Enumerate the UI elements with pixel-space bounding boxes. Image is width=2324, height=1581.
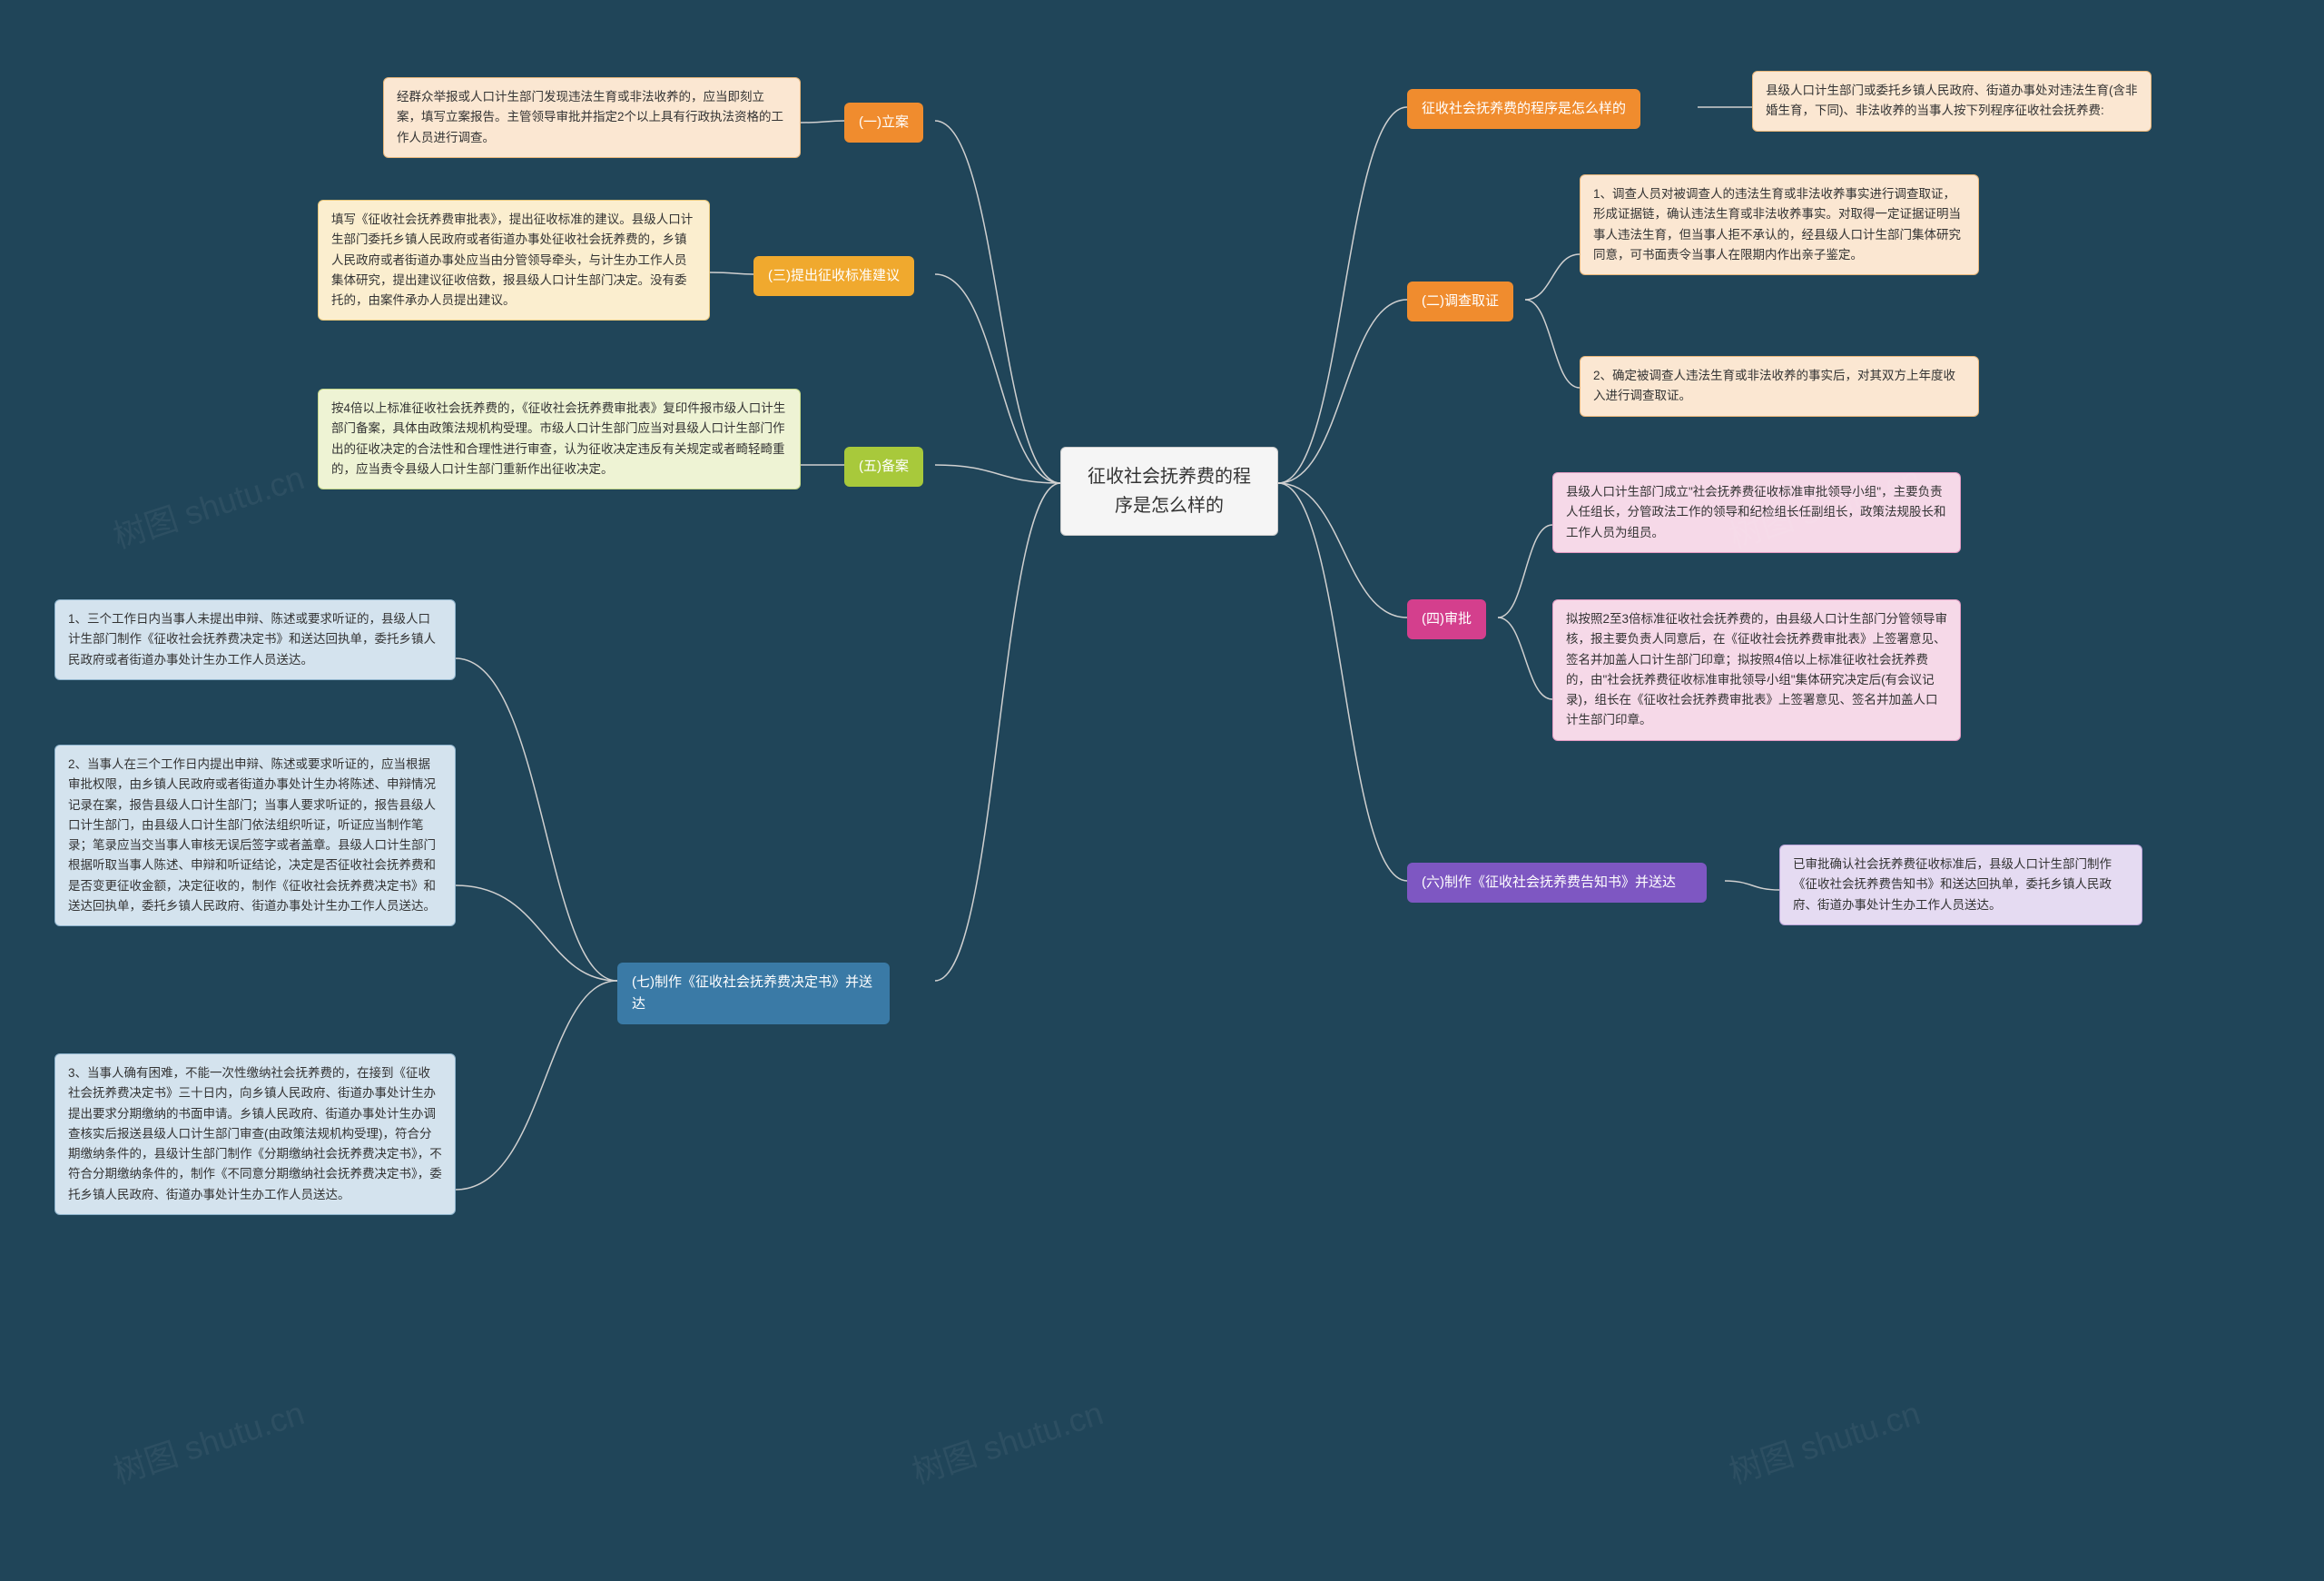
leaf-6-0: 已审批确认社会抚养费征收标准后，县级人口计生部门制作《征收社会抚养费告知书》和送… [1779,845,2142,925]
branch-1[interactable]: (一)立案 [844,103,923,143]
branch-6[interactable]: (六)制作《征收社会抚养费告知书》并送达 [1407,863,1707,903]
branch-5[interactable]: (五)备案 [844,447,923,487]
branch-header[interactable]: 征收社会抚养费的程序是怎么样的 [1407,89,1640,129]
watermark: 树图 shutu.cn [905,1388,1108,1494]
watermark: 树图 shutu.cn [106,1388,309,1494]
branch-label: (七)制作《征收社会抚养费决定书》并送达 [632,974,872,1012]
watermark: 树图 shutu.cn [106,452,309,558]
root-label: 征收社会抚养费的程序是怎么样的 [1088,467,1251,516]
branch-label: 征收社会抚养费的程序是怎么样的 [1422,101,1626,116]
branch-7[interactable]: (七)制作《征收社会抚养费决定书》并送达 [617,963,890,1024]
branch-label: (三)提出征收标准建议 [768,268,900,283]
branch-label: (五)备案 [859,459,909,474]
leaf-7-2: 3、当事人确有困难，不能一次性缴纳社会抚养费的，在接到《征收社会抚养费决定书》三… [54,1053,456,1215]
leaf-7-0: 1、三个工作日内当事人未提出申辩、陈述或要求听证的，县级人口计生部门制作《征收社… [54,599,456,680]
branch-label: (一)立案 [859,114,909,130]
leaf-5-0: 按4倍以上标准征收社会抚养费的，《征收社会抚养费审批表》复印件报市级人口计生部门… [318,389,801,489]
leaf-7-1: 2、当事人在三个工作日内提出申辩、陈述或要求听证的，应当根据审批权限，由乡镇人民… [54,745,456,926]
branch-4[interactable]: (四)审批 [1407,599,1486,639]
leaf-1-0: 经群众举报或人口计生部门发现违法生育或非法收养的，应当即刻立案，填写立案报告。主… [383,77,801,158]
branch-2[interactable]: (二)调查取证 [1407,282,1513,321]
leaf-3-0: 填写《征收社会抚养费审批表》，提出征收标准的建议。县级人口计生部门委托乡镇人民政… [318,200,710,321]
branch-3[interactable]: (三)提出征收标准建议 [753,256,914,296]
leaf-header-0: 县级人口计生部门或委托乡镇人民政府、街道办事处对违法生育(含非婚生育，下同)、非… [1752,71,2152,132]
leaf-2-1: 2、确定被调查人违法生育或非法收养的事实后，对其双方上年度收入进行调查取证。 [1580,356,1979,417]
watermark: 树图 shutu.cn [1722,1388,1925,1494]
leaf-2-0: 1、调查人员对被调查人的违法生育或非法收养事实进行调查取证，形成证据链，确认违法… [1580,174,1979,275]
root-node[interactable]: 征收社会抚养费的程序是怎么样的 [1060,447,1278,536]
branch-label: (二)调查取证 [1422,293,1499,309]
leaf-4-1: 拟按照2至3倍标准征收社会抚养费的，由县级人口计生部门分管领导审核，报主要负责人… [1552,599,1961,741]
leaf-4-0: 县级人口计生部门成立"社会抚养费征收标准审批领导小组"，主要负责人任组长，分管政… [1552,472,1961,553]
branch-label: (四)审批 [1422,611,1472,627]
branch-label: (六)制作《征收社会抚养费告知书》并送达 [1422,874,1676,890]
